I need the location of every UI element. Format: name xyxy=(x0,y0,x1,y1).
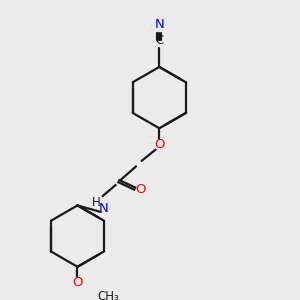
Text: H: H xyxy=(92,196,100,209)
Text: O: O xyxy=(72,276,83,289)
Text: N: N xyxy=(99,202,108,215)
Text: N: N xyxy=(154,18,164,31)
Text: C: C xyxy=(155,34,164,47)
Text: CH₃: CH₃ xyxy=(97,290,119,300)
Text: O: O xyxy=(136,183,146,196)
Text: O: O xyxy=(154,138,164,151)
